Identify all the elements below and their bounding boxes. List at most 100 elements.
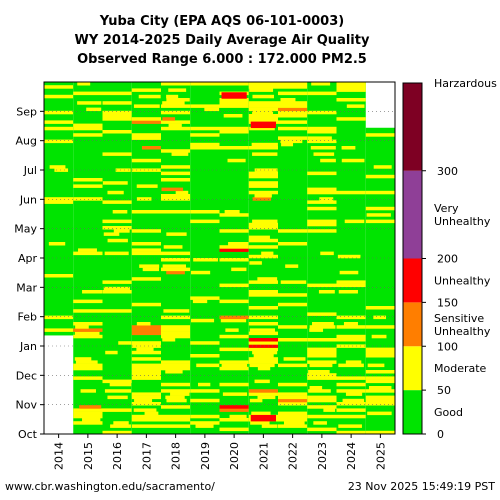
heat-cell: [75, 325, 89, 329]
heat-cell: [261, 424, 278, 428]
heat-cell: [161, 210, 191, 214]
heat-cell: [191, 318, 215, 323]
heat-cell: [163, 245, 183, 249]
heat-cell: [366, 213, 391, 217]
heat-cell: [102, 181, 128, 185]
heat-cell: [307, 222, 337, 227]
y-tick-label: Jun: [19, 193, 37, 206]
heat-cell: [102, 379, 132, 384]
heat-cell: [248, 360, 278, 364]
heat-cell: [73, 123, 103, 128]
heat-cell: [249, 398, 263, 403]
heat-cell: [109, 382, 132, 387]
heat-cell: [248, 107, 278, 112]
heat-cell: [336, 280, 366, 284]
heat-cell: [248, 306, 278, 310]
colorbar-label: Unhealthy: [434, 325, 491, 338]
heat-cell: [198, 382, 211, 387]
heat-cell: [219, 360, 249, 364]
heat-cell: [162, 264, 186, 268]
heat-cell: [307, 405, 337, 409]
heat-cell: [365, 133, 395, 137]
heat-cell: [44, 328, 74, 332]
heat-cell: [219, 405, 249, 409]
heat-cell: [307, 414, 337, 419]
heat-cell: [336, 344, 366, 348]
heat-cell: [190, 296, 220, 300]
heat-cell: [190, 219, 220, 224]
heat-cell: [336, 414, 366, 419]
heat-cell: [190, 414, 220, 419]
heat-cell: [249, 126, 275, 131]
heat-cell: [44, 197, 74, 201]
heat-cell: [73, 197, 103, 201]
heat-cell: [75, 360, 98, 364]
heat-cell: [219, 283, 249, 288]
heat-cell: [336, 117, 366, 121]
x-tick-label: 2023: [316, 442, 329, 470]
heat-cell: [336, 325, 366, 329]
heat-column-2016: [102, 82, 132, 435]
heat-cell: [102, 152, 132, 156]
heat-cell: [161, 360, 191, 364]
heat-cell: [219, 366, 249, 371]
heat-cell: [278, 424, 308, 428]
heat-cell: [131, 302, 161, 307]
heat-cell: [248, 171, 278, 176]
y-tick-label: Jan: [19, 340, 37, 353]
heat-cell: [102, 408, 132, 412]
heat-cell: [278, 114, 308, 118]
heat-cell: [319, 197, 334, 201]
heat-cell: [161, 405, 191, 409]
heat-cell: [192, 299, 208, 304]
colorbar-band: [403, 170, 422, 259]
x-tick-label: 2016: [111, 442, 124, 470]
heat-cell: [79, 405, 102, 409]
y-tick-label: Aug: [16, 135, 37, 148]
heat-cell: [190, 142, 220, 147]
heat-cell: [248, 338, 278, 342]
heat-cell: [336, 382, 366, 387]
heat-cell: [131, 395, 161, 400]
heat-cell: [248, 146, 278, 150]
y-tick-label: Feb: [18, 311, 37, 324]
heat-cell: [309, 325, 336, 329]
heat-cell: [136, 197, 152, 201]
heat-cell: [278, 414, 308, 419]
heat-cell: [248, 315, 278, 320]
heat-cell: [161, 110, 191, 115]
heat-cell: [190, 421, 220, 425]
colorbar-label: Sensitive: [434, 312, 484, 325]
heat-cell: [254, 168, 278, 172]
heat-cell: [131, 414, 161, 419]
heat-cell: [307, 373, 337, 377]
heat-cell: [190, 126, 220, 131]
heat-cell: [248, 357, 278, 361]
heat-cell: [131, 418, 161, 422]
heat-cell: [249, 88, 274, 92]
heat-cell: [307, 136, 332, 140]
heat-cell: [190, 133, 220, 137]
heat-cell: [74, 331, 100, 336]
heat-cell: [44, 274, 74, 278]
heat-cell: [44, 200, 74, 204]
heat-cell: [191, 270, 211, 275]
heat-cell: [307, 126, 337, 131]
heat-cell: [336, 338, 366, 342]
heat-cell: [309, 363, 333, 368]
heat-cell: [307, 200, 337, 204]
heat-cell: [138, 94, 161, 99]
heat-cell: [365, 370, 395, 374]
heat-cell: [190, 354, 220, 358]
heat-cell: [313, 421, 327, 425]
heat-cell: [278, 82, 308, 86]
heat-cell: [307, 427, 337, 432]
heat-cell: [248, 245, 278, 249]
heat-cell: [161, 389, 191, 393]
heat-column-2023: [307, 82, 337, 434]
colorbar: GoodModerateSensitiveUnhealthyUnhealthyV…: [402, 77, 497, 441]
heat-cell: [249, 328, 275, 332]
colorbar-band: [403, 346, 422, 391]
x-tick-label: 2017: [140, 442, 153, 470]
heat-cell: [219, 382, 249, 387]
